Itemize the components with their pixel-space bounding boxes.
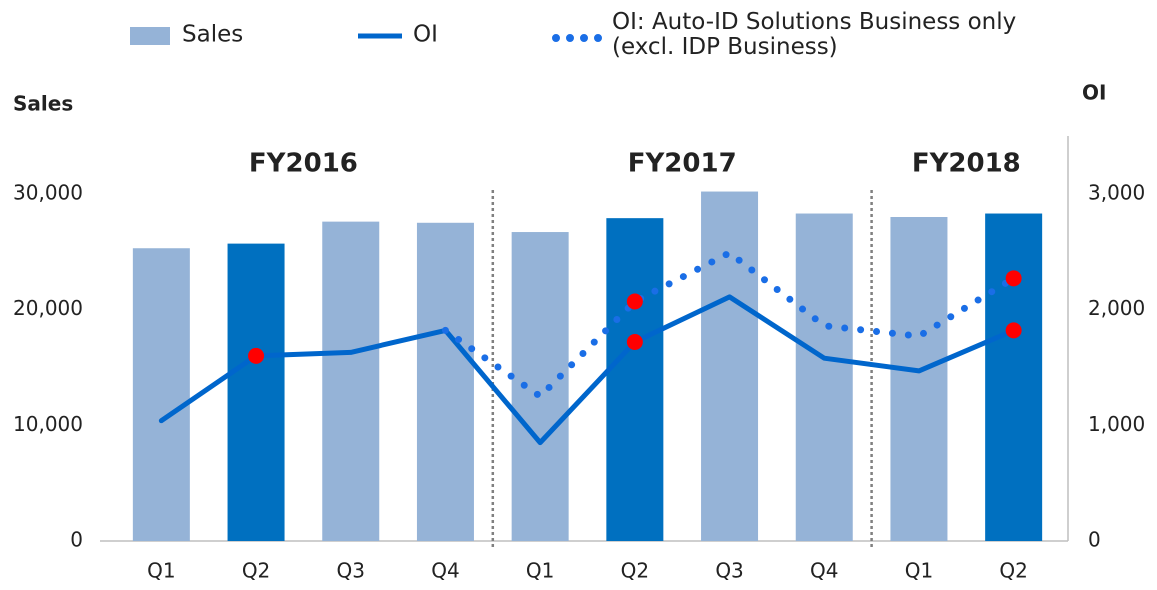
legend-label: OI: Auto-ID Solutions Business only (excl… xyxy=(612,9,1016,60)
bar xyxy=(890,217,948,541)
bar xyxy=(227,243,285,541)
x-tick-label: Q2 xyxy=(242,559,270,583)
highlight-dot xyxy=(248,347,265,364)
bar xyxy=(701,191,759,542)
bar xyxy=(132,248,190,541)
highlight-dot xyxy=(1005,270,1022,287)
group-label: FY2017 xyxy=(628,149,737,179)
oi-line xyxy=(158,294,1017,446)
legend-label: Sales xyxy=(182,22,243,48)
group-label: FY2016 xyxy=(249,149,358,179)
bar xyxy=(322,221,380,541)
y2-tick-label: 2,000 xyxy=(1088,296,1145,320)
bar xyxy=(511,232,569,542)
y2-tick-label: 3,000 xyxy=(1088,180,1145,204)
y-tick-label: 0 xyxy=(70,528,83,552)
legend-swatch xyxy=(130,27,170,45)
x-tick-label: Q2 xyxy=(621,559,649,583)
highlight-dot xyxy=(626,293,643,310)
x-tick-label: Q4 xyxy=(431,559,459,583)
y2-tick-label: 0 xyxy=(1088,528,1101,552)
y-tick-label: 20,000 xyxy=(13,296,83,320)
y-tick-label: 10,000 xyxy=(13,412,83,436)
y-tick-label: 30,000 xyxy=(13,180,83,204)
y2-axis-label: OI xyxy=(1082,81,1106,105)
x-tick-label: Q3 xyxy=(715,559,743,583)
oi-dotted-line xyxy=(441,248,1018,401)
x-tick-label: Q1 xyxy=(526,559,554,583)
bar xyxy=(795,213,853,541)
x-tick-label: Q1 xyxy=(905,559,933,583)
y2-tick-label: 1,000 xyxy=(1088,412,1145,436)
bar xyxy=(606,218,664,541)
bar xyxy=(416,222,474,542)
bar xyxy=(985,213,1043,541)
group-label: FY2018 xyxy=(912,149,1021,179)
highlight-dot xyxy=(626,333,643,350)
x-tick-label: Q4 xyxy=(810,559,838,583)
x-tick-label: Q2 xyxy=(999,559,1027,583)
x-tick-label: Q1 xyxy=(147,559,175,583)
legend-label: OI xyxy=(413,22,438,48)
highlight-dot xyxy=(1005,322,1022,339)
x-tick-label: Q3 xyxy=(337,559,365,583)
y-axis-label: Sales xyxy=(13,92,73,116)
